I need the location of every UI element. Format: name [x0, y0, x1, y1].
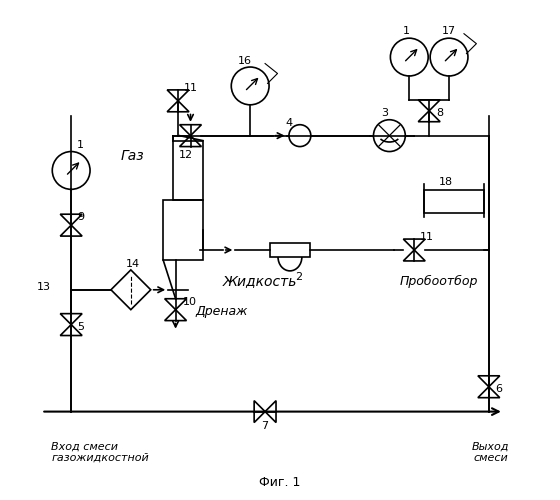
Bar [424, 190, 484, 212]
Text: 2: 2 [295, 272, 302, 282]
Text: Пробоотбор: Пробоотбор [400, 274, 478, 288]
Text: Газ: Газ [121, 150, 144, 164]
Text: 4: 4 [285, 118, 292, 128]
Text: 13: 13 [38, 282, 52, 292]
Text: 6: 6 [495, 384, 502, 394]
Text: 1: 1 [403, 26, 410, 36]
Text: 17: 17 [442, 26, 456, 36]
Text: 9: 9 [77, 212, 84, 222]
Text: 10: 10 [183, 296, 197, 306]
Text: 11: 11 [420, 232, 434, 242]
Text: 18: 18 [439, 178, 453, 188]
Text: 14: 14 [126, 260, 140, 270]
Text: 8: 8 [437, 108, 444, 118]
Text: 12: 12 [179, 150, 193, 160]
Text: Фиг. 1: Фиг. 1 [259, 476, 301, 488]
Text: 16: 16 [238, 56, 252, 66]
Text: 11: 11 [184, 83, 198, 93]
Text: 1: 1 [77, 140, 84, 150]
Text: 5: 5 [77, 322, 84, 332]
Bar [163, 200, 203, 260]
Text: 7: 7 [262, 421, 269, 431]
Bar [270, 243, 310, 257]
Text: Дренаж: Дренаж [195, 304, 248, 318]
Text: Жидкость: Жидкость [223, 274, 297, 288]
Text: Вход смеси
газожидкостной: Вход смеси газожидкостной [52, 442, 149, 463]
Text: Выход
смеси: Выход смеси [471, 442, 508, 463]
Text: 3: 3 [381, 108, 388, 118]
Bar [173, 140, 203, 200]
